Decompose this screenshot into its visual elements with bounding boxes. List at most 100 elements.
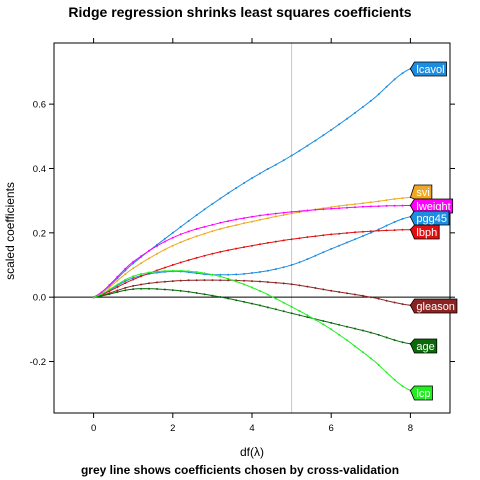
series-point-lweight (401, 204, 404, 207)
series-point-pgg45 (401, 217, 404, 220)
series-point-lweight (290, 210, 293, 213)
series-point-lcp (393, 378, 396, 381)
series-point-lcp (251, 286, 253, 289)
series-point-gleason (195, 279, 198, 282)
series-point-gleason (401, 303, 404, 306)
series-label-text: lweight (416, 201, 450, 213)
series-point-lcp (187, 270, 190, 273)
series-point-gleason (203, 279, 206, 282)
series-point-gleason (163, 280, 166, 283)
series-point-gleason (251, 280, 253, 283)
series-point-lcp (354, 345, 356, 348)
series-point-lweight (361, 205, 364, 208)
series-point-lcavol (354, 111, 356, 114)
series-svi (92, 196, 412, 299)
series-point-age (361, 329, 364, 332)
series-point-lbph (314, 235, 317, 238)
series-point-pgg45 (354, 238, 356, 241)
series-point-lcp (148, 271, 150, 274)
series-point-pgg45 (282, 266, 285, 269)
series-point-gleason (140, 283, 143, 286)
series-point-pgg45 (369, 231, 372, 234)
series-point-pgg45 (338, 244, 341, 247)
series-point-age (163, 288, 166, 291)
series-point-lcavol (243, 182, 246, 184)
x-tick-label: 0 (91, 423, 96, 434)
series-point-lbph (346, 232, 348, 234)
series-point-lcp (179, 269, 182, 272)
series-point-lweight (266, 213, 269, 216)
chart-title: Ridge regression shrinks least squares c… (68, 4, 411, 20)
series-label-text: age (416, 341, 434, 353)
series-point-lbph (258, 243, 261, 246)
series-point-lweight (195, 228, 198, 230)
series-point-age (171, 289, 174, 292)
series-point-pgg45 (243, 272, 246, 275)
series-point-lbph (243, 246, 246, 249)
series-point-lweight (385, 204, 388, 207)
series-point-svi (258, 218, 261, 221)
series-point-age (108, 293, 111, 296)
series-point-lcp (401, 385, 404, 388)
series-label-lweight: lweight (409, 198, 454, 214)
series-point-lcavol (211, 202, 214, 205)
series-point-lcp (314, 318, 317, 321)
series-point-age (393, 339, 396, 342)
series-point-pgg45 (377, 228, 380, 231)
series-point-svi (235, 224, 238, 227)
series-point-lcavol (314, 139, 317, 142)
series-point-age (306, 316, 309, 319)
series-point-lweight (251, 215, 253, 218)
series-label-gleason: gleason (409, 298, 458, 314)
series-point-lweight (187, 230, 190, 233)
series-point-lweight (306, 209, 309, 212)
series-point-lcavol (195, 214, 198, 217)
plot-frame (53, 42, 451, 414)
series-point-gleason (187, 279, 190, 282)
series-point-age (322, 320, 325, 322)
series-point-age (100, 294, 103, 297)
series-point-lcavol (377, 93, 380, 96)
series-point-svi (290, 212, 293, 215)
series-point-gleason (132, 284, 135, 287)
x-tick-label: 4 (249, 423, 254, 434)
series-label-svi: svi (409, 184, 433, 200)
series-point-lcavol (235, 187, 238, 189)
series-point-svi (251, 220, 253, 223)
series-point-pgg45 (290, 264, 293, 266)
series-point-pgg45 (298, 261, 301, 264)
series-point-svi (163, 248, 166, 251)
series-point-svi (179, 241, 182, 244)
series-point-lcp (140, 273, 143, 275)
x-tick-label: 6 (329, 423, 334, 434)
series-point-gleason (369, 296, 372, 299)
series-point-lcp (171, 269, 174, 272)
y-tick-label: -0.2 (30, 357, 46, 368)
series-point-lweight (393, 204, 396, 207)
series-point-lcp (369, 357, 372, 360)
series-point-age (156, 288, 158, 290)
series-point-age (369, 331, 372, 334)
series-point-svi (211, 230, 214, 233)
series-point-lcavol (163, 237, 166, 240)
series-point-lcavol (187, 220, 190, 222)
series-point-gleason (116, 289, 119, 292)
series-point-lbph (377, 229, 380, 232)
series-point-lbph (298, 237, 301, 240)
series-point-lbph (132, 278, 135, 281)
series-point-lweight (330, 207, 333, 210)
series-point-lbph (203, 254, 206, 257)
series-point-pgg45 (306, 258, 309, 261)
series-point-lcp (290, 305, 293, 308)
series-label-tag (409, 184, 433, 200)
series-point-lbph (140, 275, 143, 278)
series-point-lweight (314, 208, 317, 211)
series-point-lcp (108, 288, 111, 291)
series-label-tag (409, 298, 458, 314)
series-point-gleason (282, 282, 285, 285)
series-point-lcp (92, 296, 95, 299)
series-point-lcavol (330, 128, 333, 131)
series-label-tag (409, 224, 440, 240)
series-point-svi (369, 201, 372, 204)
